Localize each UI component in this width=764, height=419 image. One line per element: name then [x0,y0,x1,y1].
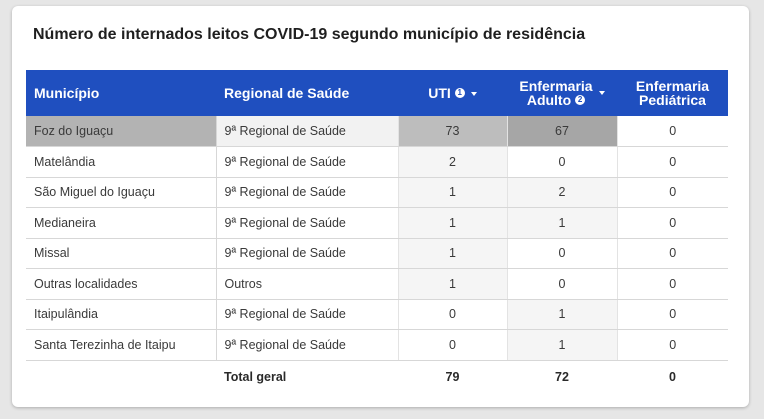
cell-enf-ped: 0 [616,146,728,178]
cell-municipio: Matelândia [26,146,216,178]
col-header-enf-adulto-line1: Enfermaria [519,78,593,94]
cell-enf-adulto: 0 [506,268,617,300]
cell-uti: 1 [397,238,507,269]
hospitalizations-table: Município Regional de Saúde UTI 1 Enferm… [26,70,728,394]
cell-enf-ped: 0 [616,177,728,208]
cell-regional: 9ª Regional de Saúde [215,299,398,330]
cell-municipio: Santa Terezinha de Itaipu [26,329,216,361]
cell-enf-adulto: 1 [506,329,617,361]
col-header-uti-label: UTI [428,85,451,101]
cell-uti: 2 [397,146,507,178]
table-row[interactable]: Missal 9ª Regional de Saúde 1 0 0 [26,238,728,269]
table-row[interactable]: Medianeira 9ª Regional de Saúde 1 1 0 [26,207,728,239]
cell-municipio: Missal [26,238,216,269]
col-header-municipio-label: Município [34,85,100,101]
cell-uti: 1 [397,177,507,208]
cell-municipio: São Miguel do Iguaçu [26,177,216,208]
report-card: Número de internados leitos COVID-19 seg… [12,6,749,407]
info-icon[interactable]: 2 [575,95,586,105]
total-enf-adulto: 72 [507,359,617,394]
cell-enf-ped: 0 [616,268,728,300]
cell-regional: 9ª Regional de Saúde [215,329,398,361]
cell-regional: 9ª Regional de Saúde [215,177,398,208]
cell-enf-ped: 0 [616,329,728,361]
col-header-enfermaria-adulto[interactable]: Enfermaria Adulto 2 [507,70,617,116]
table-row[interactable]: Itaipulândia 9ª Regional de Saúde 0 1 0 [26,299,728,330]
total-uti: 79 [398,359,507,394]
sort-desc-icon[interactable] [598,91,605,95]
table-row[interactable]: Outras localidades Outros 1 0 0 [26,268,728,300]
cell-enf-adulto: 1 [506,207,617,239]
col-header-regional[interactable]: Regional de Saúde [216,70,398,116]
cell-uti: 1 [397,268,507,300]
col-header-enfermaria-pediatrica[interactable]: Enfermaria Pediátrica [617,70,728,116]
cell-enf-adulto: 0 [506,146,617,178]
cell-uti: 0 [397,299,507,330]
col-header-enf-ped-line1: Enfermaria [635,78,710,94]
table-row[interactable]: Foz do Iguaçu 9ª Regional de Saúde 73 67… [26,116,728,147]
table-header-row: Município Regional de Saúde UTI 1 Enferm… [26,70,728,116]
total-enf-ped: 0 [617,359,728,394]
cell-enf-ped: 0 [616,299,728,330]
cell-regional: 9ª Regional de Saúde [215,116,398,147]
cell-municipio: Itaipulândia [26,299,216,330]
cell-regional: 9ª Regional de Saúde [215,238,398,269]
total-label: Total geral [216,359,398,394]
total-empty-cell [26,359,216,394]
cell-municipio: Medianeira [26,207,216,239]
cell-enf-adulto: 1 [506,299,617,330]
table-row[interactable]: Santa Terezinha de Itaipu 9ª Regional de… [26,329,728,361]
table-row[interactable]: Matelândia 9ª Regional de Saúde 2 0 0 [26,146,728,178]
col-header-regional-label: Regional de Saúde [224,85,350,101]
cell-enf-ped: 0 [616,207,728,239]
cell-enf-ped: 0 [616,116,728,147]
cell-uti: 73 [397,116,507,147]
cell-enf-adulto: 67 [506,116,617,147]
col-header-municipio[interactable]: Município [26,70,216,116]
total-row: Total geral 79 72 0 [26,359,728,394]
cell-regional: 9ª Regional de Saúde [215,146,398,178]
cell-enf-ped: 0 [616,238,728,269]
report-title: Número de internados leitos COVID-19 seg… [33,26,586,43]
cell-enf-adulto: 0 [506,238,617,269]
col-header-uti[interactable]: UTI 1 [398,70,507,116]
cell-regional: Outros [215,268,398,300]
cell-municipio: Outras localidades [26,268,216,300]
col-header-enf-adulto-line2: Adulto [526,92,572,108]
sort-desc-icon[interactable] [470,92,477,97]
cell-regional: 9ª Regional de Saúde [215,207,398,239]
cell-municipio: Foz do Iguaçu [26,116,216,147]
cell-enf-adulto: 2 [506,177,617,208]
col-header-enf-ped-line2: Pediátrica [639,92,706,108]
table-row[interactable]: São Miguel do Iguaçu 9ª Regional de Saúd… [26,177,728,208]
info-icon[interactable]: 1 [454,88,465,98]
cell-uti: 0 [397,329,507,361]
cell-uti: 1 [397,207,507,239]
